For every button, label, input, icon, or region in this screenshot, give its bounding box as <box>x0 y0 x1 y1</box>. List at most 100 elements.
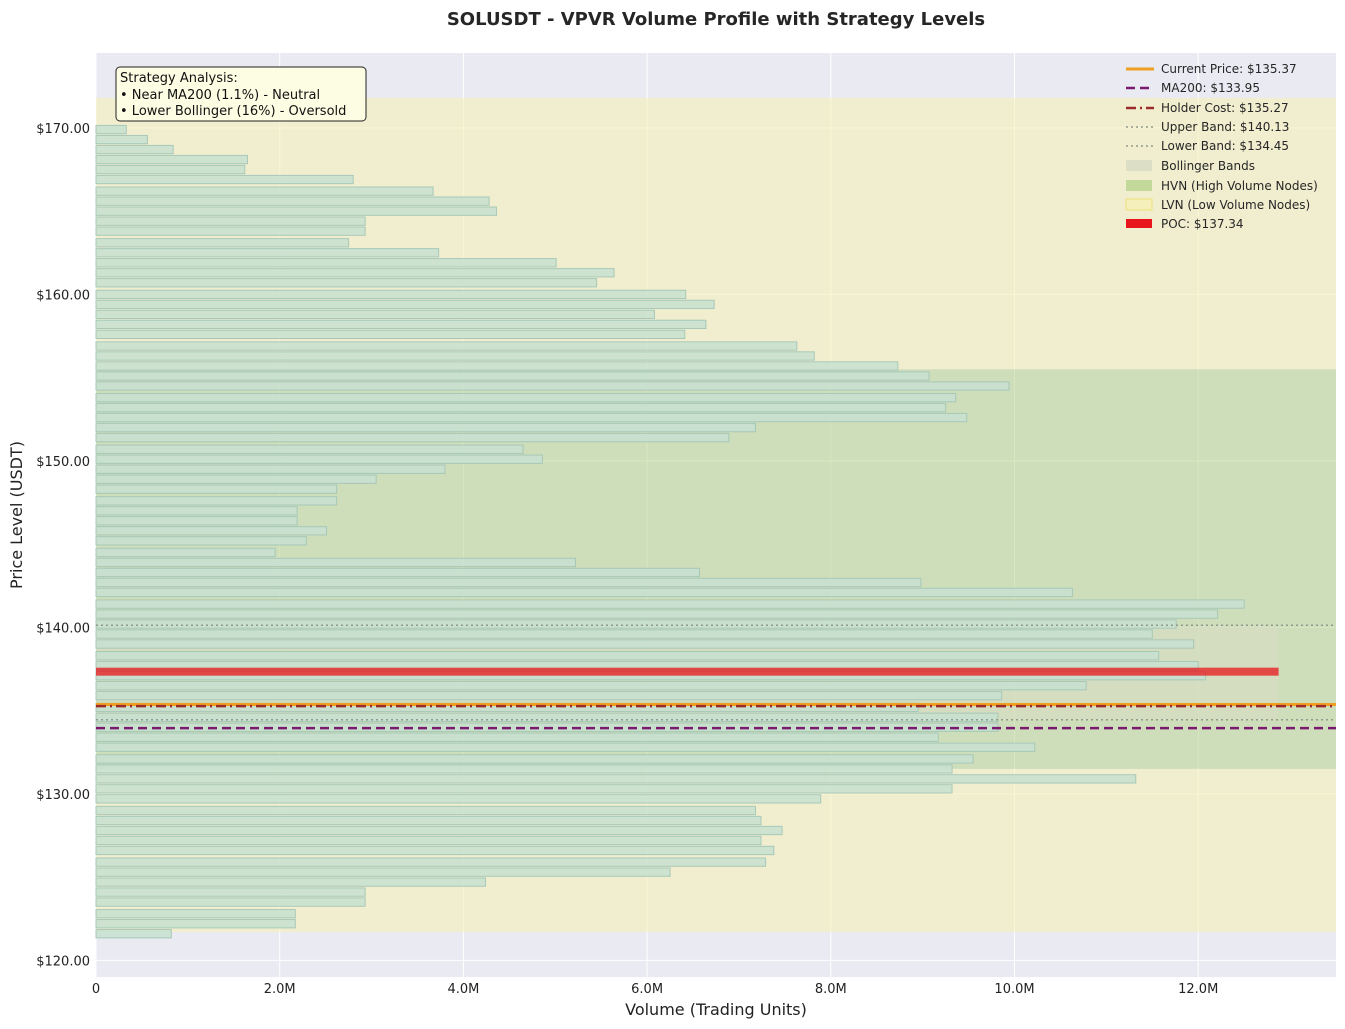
volume-bar <box>95 577 922 588</box>
volume-bar <box>95 845 775 856</box>
volume-bar <box>95 877 486 887</box>
annotation-line-1: Strategy Analysis: <box>120 71 238 86</box>
volume-bar <box>95 651 1160 661</box>
x-tick-label: 4.0M <box>447 982 479 997</box>
legend-item-hvn: HVN (High Volume Nodes) <box>1126 179 1318 193</box>
x-tick-label: 12.0M <box>1178 982 1218 997</box>
volume-bar <box>95 835 762 846</box>
legend-lvn-swatch <box>1125 198 1153 211</box>
x-tick-label: 6.0M <box>631 982 663 997</box>
volume-bar <box>95 422 756 433</box>
volume-bar <box>95 815 762 826</box>
volume-bar <box>95 690 1003 701</box>
volume-bar <box>95 526 328 536</box>
volume-bar <box>95 351 815 361</box>
volume-bar <box>95 547 276 558</box>
volume-bar <box>95 278 598 288</box>
volume-bar <box>95 412 968 423</box>
strategy-lines <box>96 624 1336 730</box>
volume-bar <box>95 361 899 371</box>
volume-bar <box>95 164 246 175</box>
volume-bar <box>95 402 947 413</box>
volume-bar <box>95 929 172 939</box>
legend-holder-cost-label: Holder Cost: $135.27 <box>1161 101 1289 115</box>
y-tick-label: $170.00 <box>36 122 90 137</box>
volume-bar <box>95 567 700 578</box>
volume-bar <box>95 268 615 278</box>
volume-bar <box>95 329 686 340</box>
legend-current-price-label: Current Price: $135.37 <box>1161 62 1297 76</box>
volume-bar <box>95 154 249 165</box>
volume-bar <box>95 444 524 454</box>
annotation-line-3: • Lower Bollinger (16%) - Oversold <box>120 104 346 119</box>
legend-hvn-label: HVN (High Volume Nodes) <box>1161 179 1318 193</box>
volume-bar <box>95 299 715 310</box>
volume-bar <box>95 174 354 185</box>
y-axis-ticks: $120.00 $130.00 $140.00 $150.00 $160.00 $170.… <box>36 122 90 969</box>
volume-bar <box>95 124 127 135</box>
legend-bollinger-swatch <box>1126 160 1152 171</box>
volume-bar <box>95 196 490 206</box>
volume-bar <box>95 464 446 474</box>
volume-bar <box>95 289 687 300</box>
x-axis-ticks: 0 2.0M 4.0M 6.0M 8.0M 10.0M 12.0M <box>92 982 1218 997</box>
volume-bar <box>95 857 767 867</box>
x-tick-label: 8.0M <box>815 982 847 997</box>
volume-bar <box>95 238 350 248</box>
legend-item-lower-band: Lower Band: $134.45 <box>1126 139 1289 153</box>
x-tick-label: 10.0M <box>994 982 1034 997</box>
volume-bar <box>95 557 576 568</box>
legend-poc-label: POC: $137.34 <box>1161 217 1244 231</box>
legend-poc-swatch <box>1126 219 1152 228</box>
volume-bar <box>95 258 557 268</box>
volume-bar <box>95 432 730 443</box>
volume-bar <box>95 680 1087 691</box>
legend-lower-band-label: Lower Band: $134.45 <box>1161 139 1289 153</box>
legend-ma200-label: MA200: $133.95 <box>1161 81 1260 95</box>
volume-bar <box>95 712 999 722</box>
legend-item-current-price: Current Price: $135.37 <box>1126 62 1297 76</box>
poc-line <box>96 667 1279 676</box>
legend-item-upper-band: Upper Band: $140.13 <box>1126 120 1289 134</box>
annotation-background <box>115 66 367 122</box>
volume-bar <box>95 619 1177 629</box>
volume-bar <box>95 897 366 907</box>
volume-bar <box>95 496 338 506</box>
legend-item-lvn: LVN (Low Volume Nodes) <box>1125 198 1310 212</box>
volume-bar <box>95 216 366 226</box>
y-tick-label: $150.00 <box>36 455 90 470</box>
volume-bar <box>95 774 1137 784</box>
volume-bar <box>95 639 1195 649</box>
volume-bar <box>95 454 543 464</box>
volume-bar <box>95 206 497 216</box>
x-tick-label: 0 <box>92 982 100 997</box>
volume-bar <box>95 805 756 816</box>
volume-bar <box>95 919 296 929</box>
y-tick-label: $140.00 <box>36 621 90 636</box>
volume-bars <box>95 124 1245 939</box>
strategy-analysis-box: Strategy Analysis: • Near MA200 (1.1%) -… <box>115 66 367 122</box>
volume-bar <box>95 516 298 526</box>
legend: Current Price: $135.37 MA200: $133.95 Ho… <box>1125 62 1318 231</box>
volume-bar <box>95 248 440 258</box>
volume-bar <box>95 392 957 403</box>
volume-bar <box>95 587 1073 598</box>
volume-bar <box>95 319 707 330</box>
x-axis-label: Volume (Trading Units) <box>625 1000 807 1019</box>
annotation-line-2: • Near MA200 (1.1%) - Neutral <box>120 88 320 103</box>
volume-bar <box>95 867 671 877</box>
volume-bar <box>95 599 1245 609</box>
volume-bar <box>95 144 174 155</box>
volume-bar <box>95 742 1036 752</box>
volume-bar <box>95 629 1153 639</box>
volume-bar <box>95 381 1010 391</box>
volume-bar <box>95 909 296 919</box>
volume-bar <box>95 732 939 742</box>
volume-bar <box>95 754 974 764</box>
legend-hvn-swatch <box>1126 180 1152 191</box>
volume-bar <box>95 134 148 145</box>
volume-bar <box>95 226 366 236</box>
x-tick-label: 2.0M <box>264 982 296 997</box>
volume-bar <box>95 484 338 494</box>
